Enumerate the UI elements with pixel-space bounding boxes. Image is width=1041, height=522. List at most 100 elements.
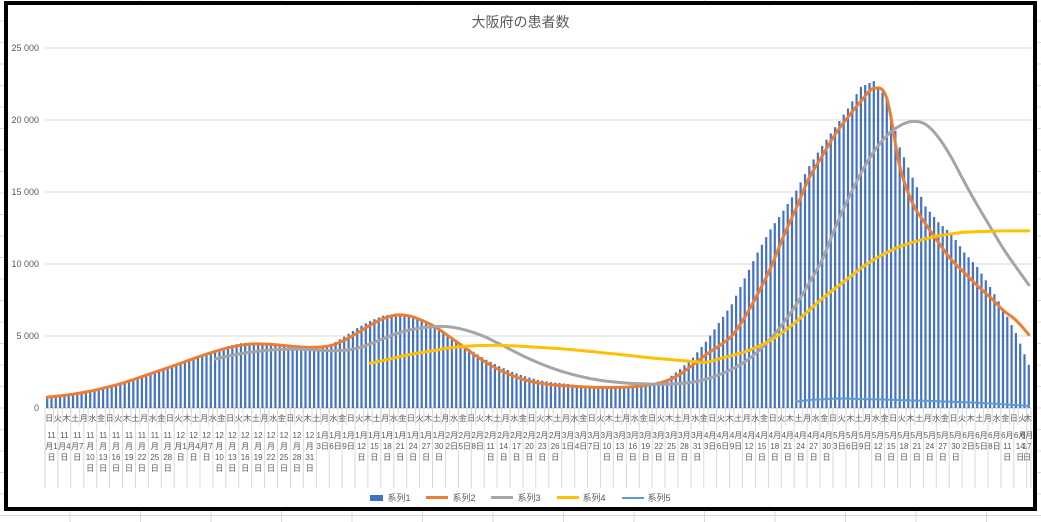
svg-text:火: 火 — [295, 414, 303, 423]
svg-text:19: 19 — [641, 442, 650, 451]
svg-text:火: 火 — [54, 414, 62, 423]
svg-text:4月: 4月 — [704, 431, 716, 440]
svg-text:日: 日 — [254, 464, 262, 473]
svg-text:日: 日 — [513, 453, 521, 462]
svg-text:7日: 7日 — [588, 442, 600, 451]
svg-text:4月: 4月 — [756, 431, 768, 440]
svg-text:月: 月 — [228, 442, 236, 451]
svg-text:12: 12 — [254, 431, 263, 440]
svg-text:水: 水 — [571, 413, 579, 423]
svg-text:日: 日 — [358, 453, 366, 462]
svg-text:2月: 2月 — [510, 431, 522, 440]
svg-text:水: 水 — [691, 413, 699, 423]
svg-text:月: 月 — [241, 442, 249, 451]
svg-text:日: 日 — [487, 453, 495, 462]
svg-text:木: 木 — [967, 413, 975, 423]
svg-text:30: 30 — [822, 442, 831, 451]
svg-text:日: 日 — [745, 453, 753, 462]
svg-text:3月: 3月 — [562, 431, 574, 440]
svg-text:2月: 2月 — [549, 431, 561, 440]
svg-text:10: 10 — [86, 453, 95, 462]
svg-text:16: 16 — [628, 442, 637, 451]
svg-text:3月: 3月 — [678, 431, 690, 440]
svg-text:25 000: 25 000 — [11, 43, 39, 53]
svg-text:日: 日 — [500, 453, 508, 462]
svg-text:30: 30 — [951, 442, 960, 451]
svg-text:日: 日 — [950, 414, 958, 423]
svg-text:11: 11 — [60, 431, 69, 440]
svg-text:火: 火 — [596, 414, 604, 423]
svg-text:水: 水 — [872, 413, 880, 423]
svg-text:14: 14 — [1016, 442, 1025, 451]
svg-text:3月: 3月 — [652, 431, 664, 440]
svg-text:火: 火 — [416, 414, 424, 423]
svg-text:12: 12 — [228, 431, 237, 440]
legend-item-series2[interactable]: 系列2 — [426, 491, 475, 504]
svg-text:日: 日 — [797, 453, 805, 462]
svg-text:22: 22 — [137, 453, 146, 462]
svg-text:12: 12 — [176, 431, 185, 440]
svg-text:火: 火 — [235, 414, 243, 423]
svg-text:2月: 2月 — [459, 431, 471, 440]
svg-text:木: 木 — [545, 413, 553, 423]
svg-text:月: 月 — [164, 442, 172, 451]
svg-text:日: 日 — [784, 453, 792, 462]
svg-text:28: 28 — [163, 453, 172, 462]
svg-text:11: 11 — [112, 431, 121, 440]
legend-item-series5[interactable]: 系列5 — [621, 491, 671, 504]
svg-text:日: 日 — [1010, 414, 1018, 423]
svg-text:3月: 3月 — [639, 431, 651, 440]
svg-text:日: 日 — [45, 414, 53, 423]
svg-text:2月: 2月 — [471, 431, 483, 440]
svg-text:6月: 6月 — [1014, 431, 1026, 440]
svg-text:水: 水 — [390, 413, 398, 423]
svg-text:火: 火 — [717, 414, 725, 423]
svg-text:日: 日 — [648, 414, 656, 423]
svg-text:月: 月 — [140, 414, 148, 423]
svg-text:日: 日 — [758, 453, 766, 462]
svg-text:木: 木 — [786, 413, 794, 423]
svg-text:21: 21 — [396, 442, 405, 451]
svg-text:4月: 4月 — [807, 431, 819, 440]
svg-text:月: 月 — [562, 414, 570, 423]
svg-text:日: 日 — [106, 414, 114, 423]
svg-text:木: 木 — [424, 413, 432, 423]
svg-text:17: 17 — [512, 442, 521, 451]
svg-text:27: 27 — [422, 442, 431, 451]
svg-text:15: 15 — [370, 442, 379, 451]
svg-text:日: 日 — [409, 453, 417, 462]
svg-text:土: 土 — [915, 413, 923, 423]
svg-text:月4: 月4 — [187, 442, 200, 451]
svg-text:5月: 5月 — [898, 431, 910, 440]
svg-text:5月: 5月 — [924, 431, 936, 440]
svg-text:12: 12 — [874, 442, 883, 451]
svg-text:3月: 3月 — [665, 431, 677, 440]
svg-text:月: 月 — [306, 442, 314, 451]
chart-title: 大阪府の患者数 — [471, 14, 570, 30]
svg-text:土: 土 — [252, 413, 260, 423]
svg-text:日: 日 — [241, 464, 249, 473]
svg-text:22: 22 — [654, 442, 663, 451]
svg-text:金: 金 — [278, 413, 286, 423]
svg-text:月: 月 — [924, 414, 932, 423]
svg-text:12: 12 — [267, 431, 276, 440]
svg-text:日: 日 — [407, 414, 415, 423]
svg-text:6月: 6月 — [1001, 431, 1013, 440]
svg-text:水: 水 — [812, 413, 820, 423]
legend-item-series3[interactable]: 系列3 — [491, 491, 541, 504]
legend-item-series4[interactable]: 系列4 — [556, 491, 606, 504]
svg-text:日: 日 — [383, 453, 391, 462]
svg-text:2月: 2月 — [536, 431, 548, 440]
svg-text:日: 日 — [823, 453, 831, 462]
svg-text:日: 日 — [1016, 453, 1024, 462]
svg-text:日: 日 — [655, 453, 663, 462]
legend-item-series1[interactable]: 系列1 — [370, 491, 410, 504]
svg-text:月: 月 — [138, 442, 146, 451]
svg-text:31: 31 — [305, 453, 314, 462]
svg-text:24: 24 — [796, 442, 805, 451]
svg-text:月: 月 — [261, 414, 269, 423]
svg-text:11: 11 — [47, 431, 56, 440]
svg-text:水: 水 — [751, 413, 759, 423]
